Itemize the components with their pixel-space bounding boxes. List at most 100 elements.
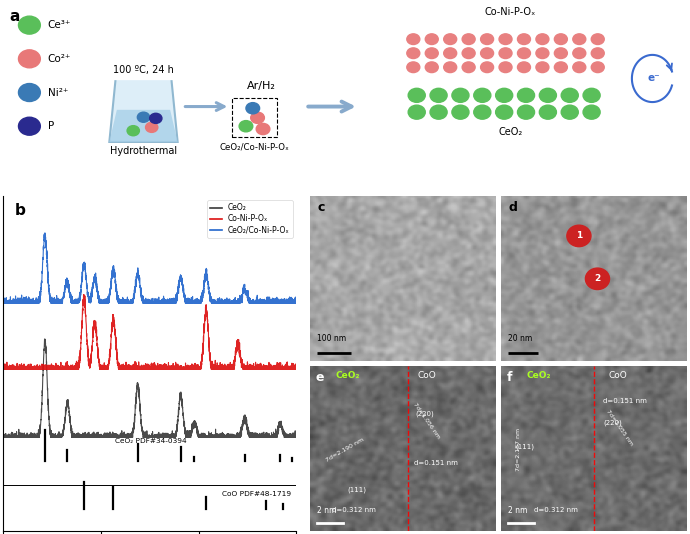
Text: Ce³⁺: Ce³⁺ <box>48 20 71 30</box>
Circle shape <box>490 101 497 107</box>
Circle shape <box>512 44 518 49</box>
Circle shape <box>19 16 40 34</box>
Circle shape <box>518 105 535 119</box>
Circle shape <box>475 58 481 62</box>
Circle shape <box>444 62 457 73</box>
Circle shape <box>457 58 462 62</box>
Circle shape <box>591 48 604 59</box>
Circle shape <box>150 113 162 123</box>
Text: 2 nm: 2 nm <box>509 506 528 515</box>
Circle shape <box>481 62 493 73</box>
Circle shape <box>137 112 150 122</box>
Circle shape <box>425 62 438 73</box>
Circle shape <box>256 123 270 135</box>
Text: d=0.312 nm: d=0.312 nm <box>332 507 376 513</box>
Circle shape <box>446 101 453 107</box>
Circle shape <box>599 101 606 107</box>
Circle shape <box>462 48 475 59</box>
Text: Ni²⁺: Ni²⁺ <box>48 88 68 98</box>
Polygon shape <box>109 110 177 142</box>
Circle shape <box>481 48 493 59</box>
Circle shape <box>591 34 604 44</box>
Circle shape <box>561 105 578 119</box>
Circle shape <box>518 88 535 103</box>
Circle shape <box>499 62 512 73</box>
Circle shape <box>591 62 604 73</box>
Text: 7d=1.055 nm: 7d=1.055 nm <box>605 409 633 446</box>
Circle shape <box>474 105 491 119</box>
Legend: CeO₂, Co-Ni-P-Oₓ, CeO₂/Co-Ni-P-Oₓ: CeO₂, Co-Ni-P-Oₓ, CeO₂/Co-Ni-P-Oₓ <box>207 200 293 238</box>
Circle shape <box>549 58 554 62</box>
Circle shape <box>239 121 253 132</box>
Circle shape <box>573 34 586 44</box>
Circle shape <box>499 48 512 59</box>
Circle shape <box>19 50 40 68</box>
Circle shape <box>499 34 512 44</box>
Text: d: d <box>509 201 518 214</box>
Circle shape <box>408 105 425 119</box>
Circle shape <box>604 44 610 49</box>
Circle shape <box>531 58 536 62</box>
Circle shape <box>536 48 549 59</box>
Text: Ar/H₂: Ar/H₂ <box>247 81 276 91</box>
Circle shape <box>495 88 513 103</box>
Text: 7d=2.187 nm: 7d=2.187 nm <box>516 428 521 472</box>
Text: CeO₂: CeO₂ <box>527 371 551 380</box>
Circle shape <box>493 44 499 49</box>
Circle shape <box>407 48 420 59</box>
Circle shape <box>604 58 610 62</box>
Text: 7d=2.190 nm: 7d=2.190 nm <box>325 437 364 463</box>
Text: f: f <box>506 371 512 384</box>
Circle shape <box>475 44 481 49</box>
Circle shape <box>518 62 531 73</box>
Text: 7d=1.056 nm: 7d=1.056 nm <box>412 402 441 440</box>
Text: 2 nm: 2 nm <box>317 506 337 515</box>
Circle shape <box>438 58 444 62</box>
Circle shape <box>425 48 438 59</box>
Circle shape <box>554 34 567 44</box>
Circle shape <box>452 88 469 103</box>
Bar <box>233 98 277 137</box>
Circle shape <box>540 105 556 119</box>
Circle shape <box>512 101 518 107</box>
Circle shape <box>586 58 591 62</box>
Circle shape <box>444 34 457 44</box>
Text: d=0.151 nm: d=0.151 nm <box>603 398 647 404</box>
Text: 100 nm: 100 nm <box>317 334 346 343</box>
Circle shape <box>536 34 549 44</box>
Text: e⁻: e⁻ <box>647 74 660 83</box>
Circle shape <box>246 103 259 114</box>
Circle shape <box>438 44 444 49</box>
Text: CeO₂: CeO₂ <box>498 127 522 137</box>
Text: P: P <box>48 121 54 131</box>
Circle shape <box>531 44 536 49</box>
Text: b: b <box>15 203 26 218</box>
Circle shape <box>586 44 591 49</box>
Circle shape <box>430 88 447 103</box>
Circle shape <box>424 101 431 107</box>
Circle shape <box>567 58 573 62</box>
Circle shape <box>567 225 591 247</box>
Circle shape <box>583 88 600 103</box>
Text: (111): (111) <box>347 486 366 493</box>
Circle shape <box>583 105 600 119</box>
Circle shape <box>407 62 420 73</box>
Circle shape <box>407 34 420 44</box>
Circle shape <box>420 58 425 62</box>
Text: CeO₂/Co-Ni-P-Oₓ: CeO₂/Co-Ni-P-Oₓ <box>219 143 289 152</box>
Circle shape <box>457 44 462 49</box>
Circle shape <box>493 58 499 62</box>
Text: Hydrothermal: Hydrothermal <box>110 146 177 156</box>
Circle shape <box>19 83 40 101</box>
Circle shape <box>512 58 518 62</box>
Circle shape <box>250 112 264 123</box>
Circle shape <box>19 117 40 135</box>
Circle shape <box>567 44 573 49</box>
Text: 2: 2 <box>594 274 600 284</box>
Circle shape <box>555 101 562 107</box>
Circle shape <box>573 48 586 59</box>
Text: CeO₂ PDF#34-0394: CeO₂ PDF#34-0394 <box>115 438 186 444</box>
Circle shape <box>578 101 584 107</box>
Circle shape <box>561 88 578 103</box>
Circle shape <box>452 105 469 119</box>
